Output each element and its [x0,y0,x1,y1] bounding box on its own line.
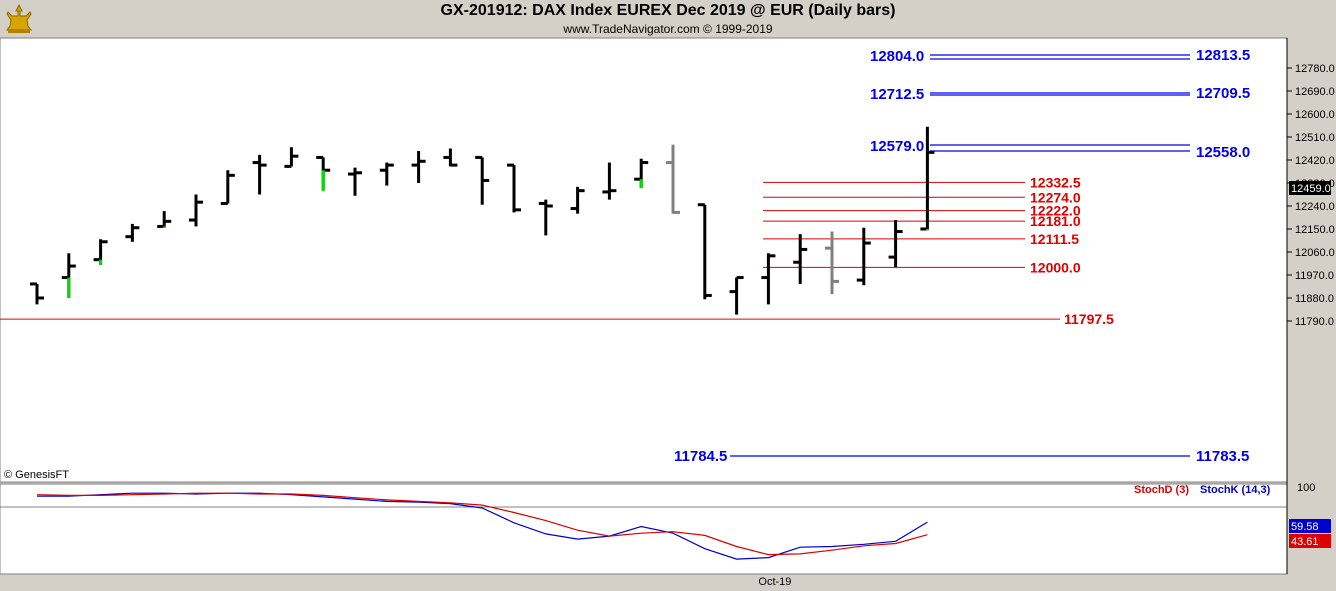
ohlc-bar [888,220,903,268]
y-tick-label: 12420.0 [1295,155,1335,167]
ohlc-bar [666,144,680,214]
blue-level-right-label: 12813.5 [1196,47,1250,64]
ohlc-bar [602,162,617,200]
price-panel[interactable] [0,37,1288,483]
ohlc-bar [856,227,871,286]
x-axis-label: Oct-19 [758,576,791,588]
ohlc-bar [570,186,585,214]
chart-subtitle: www.TradeNavigator.com © 1999-2019 [563,22,773,36]
stochk-value: 59.58 [1291,521,1319,533]
ohlc-bar [411,151,426,183]
blue-level-right-label: 11783.5 [1196,448,1249,465]
ohlc-bar [697,203,712,300]
blue-level-left-label: 12579.0 [870,138,924,155]
stochd-value-box [1289,534,1331,548]
red-level-label: 12274.0 [1030,189,1081,205]
ohlc-bar [379,162,394,186]
stoch-tick-100: 100 [1297,482,1315,494]
ohlc-bar [761,253,776,305]
ohlc-bar [189,194,203,227]
ohlc-bar [729,276,744,315]
ohlc-bar [920,126,935,231]
ohlc-bar [793,234,808,284]
y-tick-label: 12780.0 [1295,63,1335,75]
ohlc-bar [348,167,362,196]
genie-lamp-logo-icon [6,3,32,33]
ohlc-bar [443,148,458,167]
price-bars [30,126,935,315]
chart-header: GX-201912: DAX Index EUREX Dec 2019 @ EU… [0,0,1336,38]
y-tick-label: 11880.0 [1295,293,1334,305]
y-tick-label: 11790.0 [1295,316,1334,328]
ohlc-bar [252,154,267,195]
stochastic-panel[interactable] [0,483,1288,575]
level-lines: 12804.0 12813.5 12712.5 12709.5 12579.0 12558… [0,47,1250,465]
ohlc-bar [634,158,649,189]
ohlc-bar [61,253,76,298]
stochastic-lines [36,492,928,560]
last-price-label: 12459.0 [1291,183,1331,195]
y-tick-label: 12060.0 [1295,247,1335,259]
y-tick-label: 12150.0 [1295,224,1335,236]
y-tick-label: 12510.0 [1295,132,1335,144]
red-level-label: 12332.5 [1030,174,1081,190]
red-level-label: 11797.5 [1064,311,1114,327]
ohlc-bar [538,199,553,236]
y-tick-label: 12690.0 [1295,86,1335,98]
blue-level-right-label: 12709.5 [1196,85,1250,102]
stochd-line [36,492,928,556]
ohlc-bar [825,231,839,295]
blue-level-left-label: 11784.5 [674,448,727,465]
ohlc-bar [507,163,521,213]
blue-level-left-label: 12804.0 [870,48,924,65]
ohlc-bar [93,239,108,265]
chart-title: GX-201912: DAX Index EUREX Dec 2019 @ EU… [440,2,896,19]
watermark: © GenesisFT [4,469,69,481]
y-tick-label: 12600.0 [1295,109,1335,121]
red-level-label: 12000.0 [1030,259,1081,275]
ohlc-bar [157,211,172,228]
stochk-value-box [1289,519,1331,533]
price-y-axis: 12780.012690.012600.012510.012420.012330… [1287,63,1335,328]
ohlc-bar [475,155,490,205]
legend-stochk: StochK (14,3) [1200,484,1271,496]
last-price-box [1289,181,1331,195]
red-level-label: 12181.0 [1030,213,1081,229]
ohlc-bar [284,147,299,168]
stochd-value: 43.61 [1291,536,1319,548]
red-level-label: 12222.0 [1030,203,1081,219]
legend-stochd: StochD (3) [1134,484,1189,496]
red-level-label: 12111.5 [1030,231,1079,247]
y-tick-label: 11970.0 [1295,270,1334,282]
blue-level-left-label: 12712.5 [870,86,924,103]
ohlc-bar [125,223,140,242]
ohlc-bar [220,170,235,205]
y-tick-label: 12240.0 [1295,201,1335,213]
blue-level-right-label: 12558.0 [1196,144,1250,161]
ohlc-bar [316,155,331,191]
ohlc-bar [30,282,44,305]
